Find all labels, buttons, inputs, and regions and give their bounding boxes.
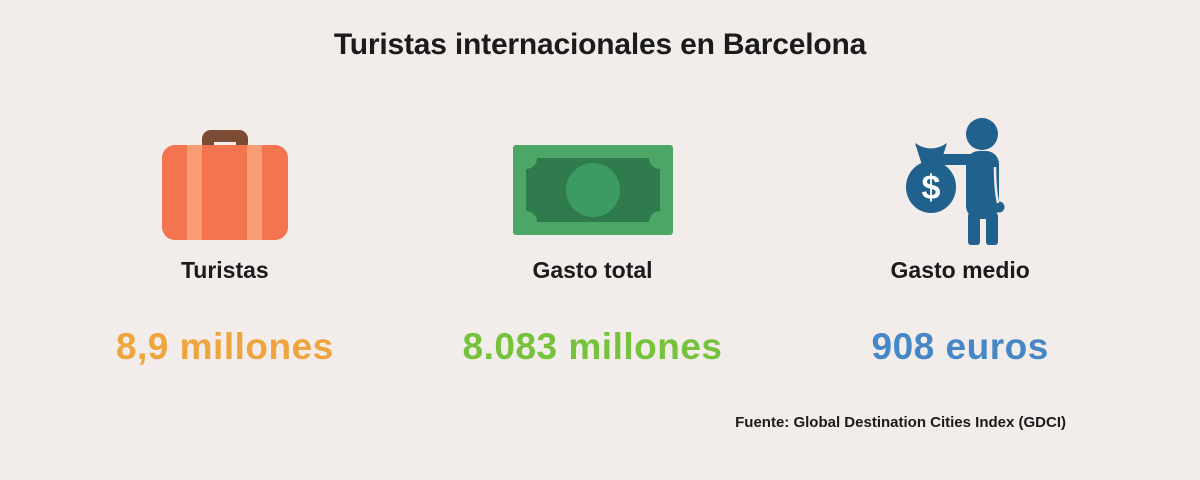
suitcase-icon-box xyxy=(161,110,288,245)
money-bag-person-icon-box: $ xyxy=(903,110,1018,245)
money-bag-person-icon: $ xyxy=(905,118,1005,245)
stat-gasto-medio: $ Gasto medio 908 euros xyxy=(776,110,1144,368)
stat-value-gasto-medio: 908 euros xyxy=(871,326,1049,367)
suitcase-icon xyxy=(161,130,288,240)
stat-label-turistas: Turistas xyxy=(180,257,269,283)
stat-label-gasto-medio: Gasto medio xyxy=(890,257,1030,283)
dollar-sign-icon: $ xyxy=(921,169,940,207)
page-title: Turistas internacionales en Barcelona xyxy=(333,28,867,61)
stat-value-turistas: 8,9 millones xyxy=(115,326,334,367)
stat-gasto-total: Gasto total 8.083 millones xyxy=(409,110,777,368)
stat-label-gasto-total: Gasto total xyxy=(532,257,653,283)
stats-row: Turistas 8,9 millones Gasto total 8.083 … xyxy=(41,110,1144,368)
stat-turistas: Turistas 8,9 millones xyxy=(41,110,409,368)
stat-value-gasto-total: 8.083 millones xyxy=(462,326,723,367)
source-note: Fuente: Global Destination Cities Index … xyxy=(735,414,1066,431)
money-bill-icon xyxy=(512,145,673,235)
money-bill-icon-box xyxy=(512,110,673,245)
